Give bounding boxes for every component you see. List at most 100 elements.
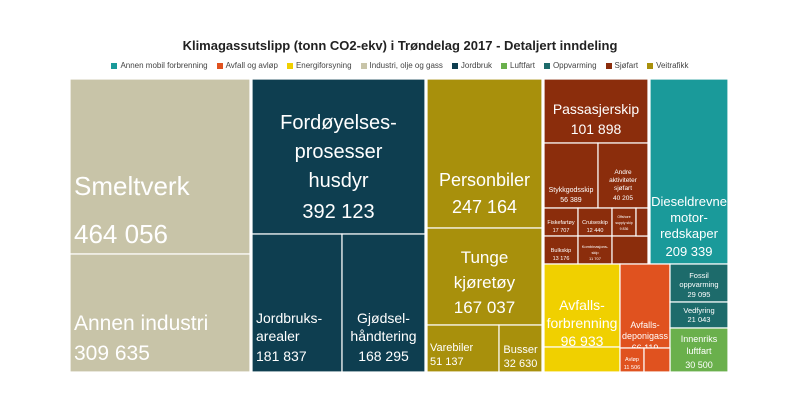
legend-swatch <box>111 62 118 69</box>
tile-value: 56 389 <box>560 197 582 204</box>
tile-label: Smeltverk <box>74 171 191 201</box>
legend-label: Energiforsyning <box>295 61 352 70</box>
tile-label: Fossil <box>689 271 709 280</box>
treemap-tile <box>543 263 621 348</box>
tile-label: Avfalls- <box>559 297 605 313</box>
legend-swatch <box>360 62 367 69</box>
tile-label: Fiskefartøy <box>547 220 574 226</box>
treemap-tile <box>498 324 543 373</box>
tile-value: 12 440 <box>587 228 604 234</box>
treemap-tile <box>69 78 251 255</box>
tile-label: aktiviteter <box>609 177 638 184</box>
tile-value: 13 176 <box>553 256 570 262</box>
chart-legend: Annen mobil forbrenning Avfall og avløp En… <box>0 61 800 70</box>
tile-label: supply skip <box>615 221 632 225</box>
legend-item: Oppvarming <box>543 61 597 70</box>
tile-label: Bulkskip <box>551 248 571 254</box>
tile-label: husdyr <box>308 170 368 192</box>
tile-label: deponigass <box>622 331 669 341</box>
tile-value: 309 635 <box>74 342 150 365</box>
legend-swatch <box>451 62 458 69</box>
treemap-tile <box>251 233 343 373</box>
treemap-tile <box>341 233 426 373</box>
legend-item: Luftfart <box>501 61 535 70</box>
treemap-tile <box>577 235 613 265</box>
tile-label: motor- <box>670 210 708 225</box>
legend-swatch <box>647 62 654 69</box>
tile-value: 21 043 <box>688 315 711 324</box>
tile-value: 167 037 <box>454 298 515 317</box>
treemap-tile <box>611 235 649 265</box>
tile-label: redskaper <box>660 226 718 241</box>
tile-label: Dieseldrevne <box>651 194 727 209</box>
tile-value: 40 205 <box>613 195 633 202</box>
legend-label: Oppvarming <box>552 61 597 70</box>
legend-item: Jordbruk <box>451 61 493 70</box>
tile-label: Fordøyelses- <box>280 112 397 134</box>
tile-label: sjøfart <box>614 185 632 192</box>
treemap-tile <box>543 78 649 144</box>
tile-value: 17 707 <box>553 228 570 234</box>
tile-label: Innenriks <box>681 334 718 344</box>
tile-label: Offshore <box>617 215 630 219</box>
legend-swatch <box>286 62 293 69</box>
tile-value: 209 339 <box>666 244 713 259</box>
tile-label: oppvarming <box>679 280 718 289</box>
tile-label: Jordbruks- <box>256 310 322 326</box>
tile-label: Passasjerskip <box>553 101 640 117</box>
treemap-tile <box>619 347 645 373</box>
tile-label: Stykkgodsskip <box>549 187 594 194</box>
tile-value: 51 137 <box>430 356 464 368</box>
tile-label: Andre <box>614 169 632 176</box>
tile-value: 101 898 <box>571 121 622 137</box>
treemap-tile <box>426 324 500 373</box>
legend-item: Industri, olje og gass <box>360 61 443 70</box>
legend-label: Luftfart <box>510 61 535 70</box>
tile-value: 247 164 <box>452 197 517 217</box>
tile-value: 29 095 <box>688 290 711 299</box>
legend-item: Sjøfart <box>605 61 639 70</box>
treemap-tile <box>649 78 729 265</box>
legend-item: Avfall og avløp <box>216 61 278 70</box>
treemap-tile <box>619 263 671 349</box>
tile-label: Busser <box>503 344 538 356</box>
treemap-tile <box>426 78 543 229</box>
tile-label: Gjødsel- <box>357 310 410 326</box>
treemap-tile <box>69 253 251 373</box>
tile-label: Kombinasjons- <box>582 244 609 249</box>
tile-value: 11 506 <box>624 365 640 371</box>
treemap-tile <box>543 142 599 209</box>
legend-label: Industri, olje og gass <box>369 61 443 70</box>
legend-item: Energiforsyning <box>286 61 352 70</box>
tile-label: håndtering <box>350 328 416 344</box>
legend-swatch <box>501 62 508 69</box>
legend-label: Annen mobil forbrenning <box>120 61 208 70</box>
treemap-tile <box>543 346 621 373</box>
tile-label: forbrenning <box>547 315 618 331</box>
legend-swatch <box>216 62 223 69</box>
tile-value: 181 837 <box>256 348 307 364</box>
tile-label: Varebiler <box>430 342 474 354</box>
legend-label: Sjøfart <box>614 61 639 70</box>
tile-label: Avfalls- <box>630 320 659 330</box>
tile-label: Vedfyring <box>683 306 714 315</box>
tile-label: arealer <box>256 328 300 344</box>
tile-label: Cruiseskip <box>582 220 608 226</box>
legend-item: Veitrafikk <box>647 61 689 70</box>
tile-label: luftfart <box>686 346 712 356</box>
tile-value: 168 295 <box>358 348 409 364</box>
tile-value: 392 123 <box>302 201 374 223</box>
tile-label: prosesser <box>295 141 383 163</box>
tile-label: Avløp <box>625 357 639 363</box>
tile-label: Personbiler <box>439 170 530 190</box>
tile-value: 30 500 <box>685 360 713 370</box>
legend-swatch <box>605 62 612 69</box>
tile-value: 32 630 <box>504 358 538 370</box>
legend-swatch <box>543 62 550 69</box>
tile-label: Annen industri <box>74 312 208 335</box>
legend-label: Veitrafikk <box>656 61 689 70</box>
tile-label: Tunge <box>461 248 509 267</box>
legend-label: Jordbruk <box>460 61 493 70</box>
tile-value: 9 836 <box>620 227 629 231</box>
